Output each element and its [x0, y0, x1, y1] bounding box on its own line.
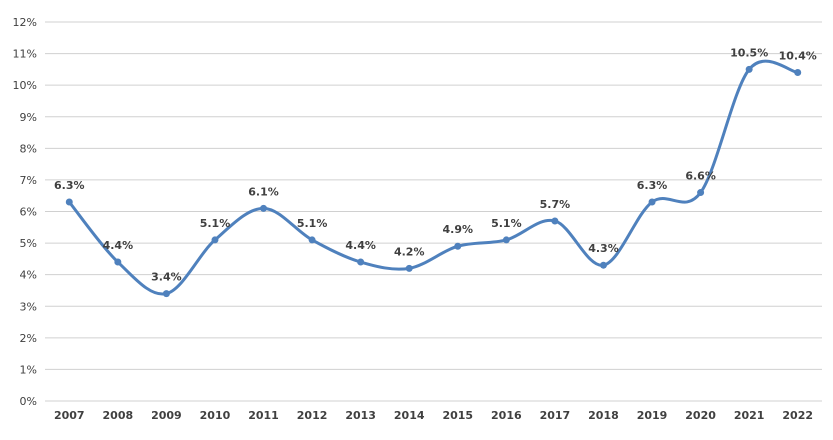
x-tick-label: 2022	[782, 409, 813, 422]
data-point	[502, 236, 510, 244]
data-point	[648, 198, 656, 206]
y-tick-label: 7%	[20, 174, 37, 187]
x-tick-label: 2019	[637, 409, 668, 422]
data-point	[260, 204, 268, 212]
series-line	[68, 59, 799, 296]
data-label: 3.4%	[151, 271, 182, 284]
x-tick-label: 2014	[394, 409, 425, 422]
data-point	[745, 65, 753, 73]
data-point	[794, 69, 802, 77]
data-point	[65, 198, 73, 206]
data-label: 4.4%	[345, 239, 376, 252]
data-points	[65, 65, 802, 298]
data-label: 10.4%	[779, 50, 817, 63]
y-tick-label: 3%	[20, 300, 37, 313]
x-tick-label: 2021	[734, 409, 765, 422]
data-point	[308, 236, 316, 244]
x-tick-label: 2012	[297, 409, 328, 422]
y-tick-label: 6%	[20, 206, 37, 219]
y-tick-label: 5%	[20, 237, 37, 250]
x-tick-label: 2016	[491, 409, 522, 422]
y-tick-label: 12%	[13, 16, 37, 29]
data-label: 10.5%	[730, 46, 768, 59]
data-label: 4.4%	[103, 239, 134, 252]
x-tick-label: 2008	[103, 409, 134, 422]
data-label: 6.1%	[248, 185, 279, 198]
gridlines	[45, 21, 822, 402]
data-label: 5.1%	[491, 217, 522, 230]
data-point	[405, 264, 413, 272]
data-point	[114, 258, 122, 266]
data-label: 4.2%	[394, 245, 425, 258]
data-label: 6.3%	[54, 179, 85, 192]
y-axis-ticks: 0% 1% 2% 3% 4% 5% 6% 7% 8% 9% 10% 11% 12%	[13, 16, 37, 408]
x-axis-ticks: 2007 2008 2009 2010 2011 2012 2013 2014 2015 2016…	[54, 409, 813, 422]
data-point	[211, 236, 219, 244]
y-tick-label: 11%	[13, 48, 37, 61]
y-tick-label: 4%	[20, 269, 37, 282]
data-point	[454, 242, 462, 250]
data-label: 4.3%	[588, 242, 619, 255]
series-line-group	[68, 59, 799, 296]
x-tick-label: 2007	[54, 409, 85, 422]
data-label: 5.1%	[297, 217, 328, 230]
data-label: 5.1%	[200, 217, 231, 230]
y-tick-label: 0%	[20, 395, 37, 408]
data-labels: 6.3% 4.4% 3.4% 5.1% 6.1% 5.1% 4.4% 4.2% 4.9% 5.1%…	[54, 46, 817, 283]
data-point	[162, 290, 170, 298]
data-point	[599, 261, 607, 269]
y-tick-label: 2%	[20, 332, 37, 345]
data-label: 4.9%	[443, 223, 474, 236]
x-tick-label: 2013	[345, 409, 376, 422]
data-point	[551, 217, 559, 225]
data-point	[697, 189, 705, 197]
data-label: 6.6%	[685, 170, 716, 183]
x-tick-label: 2017	[540, 409, 571, 422]
data-label: 6.3%	[637, 179, 668, 192]
x-tick-label: 2018	[588, 409, 619, 422]
y-tick-label: 10%	[13, 79, 37, 92]
x-tick-label: 2020	[685, 409, 716, 422]
x-tick-label: 2009	[151, 409, 182, 422]
data-point	[357, 258, 365, 266]
y-tick-label: 9%	[20, 111, 37, 124]
x-tick-label: 2011	[248, 409, 279, 422]
x-tick-label: 2010	[200, 409, 231, 422]
x-tick-label: 2015	[442, 409, 473, 422]
y-tick-label: 1%	[20, 363, 37, 376]
y-tick-label: 8%	[20, 142, 37, 155]
data-label: 5.7%	[540, 198, 571, 211]
